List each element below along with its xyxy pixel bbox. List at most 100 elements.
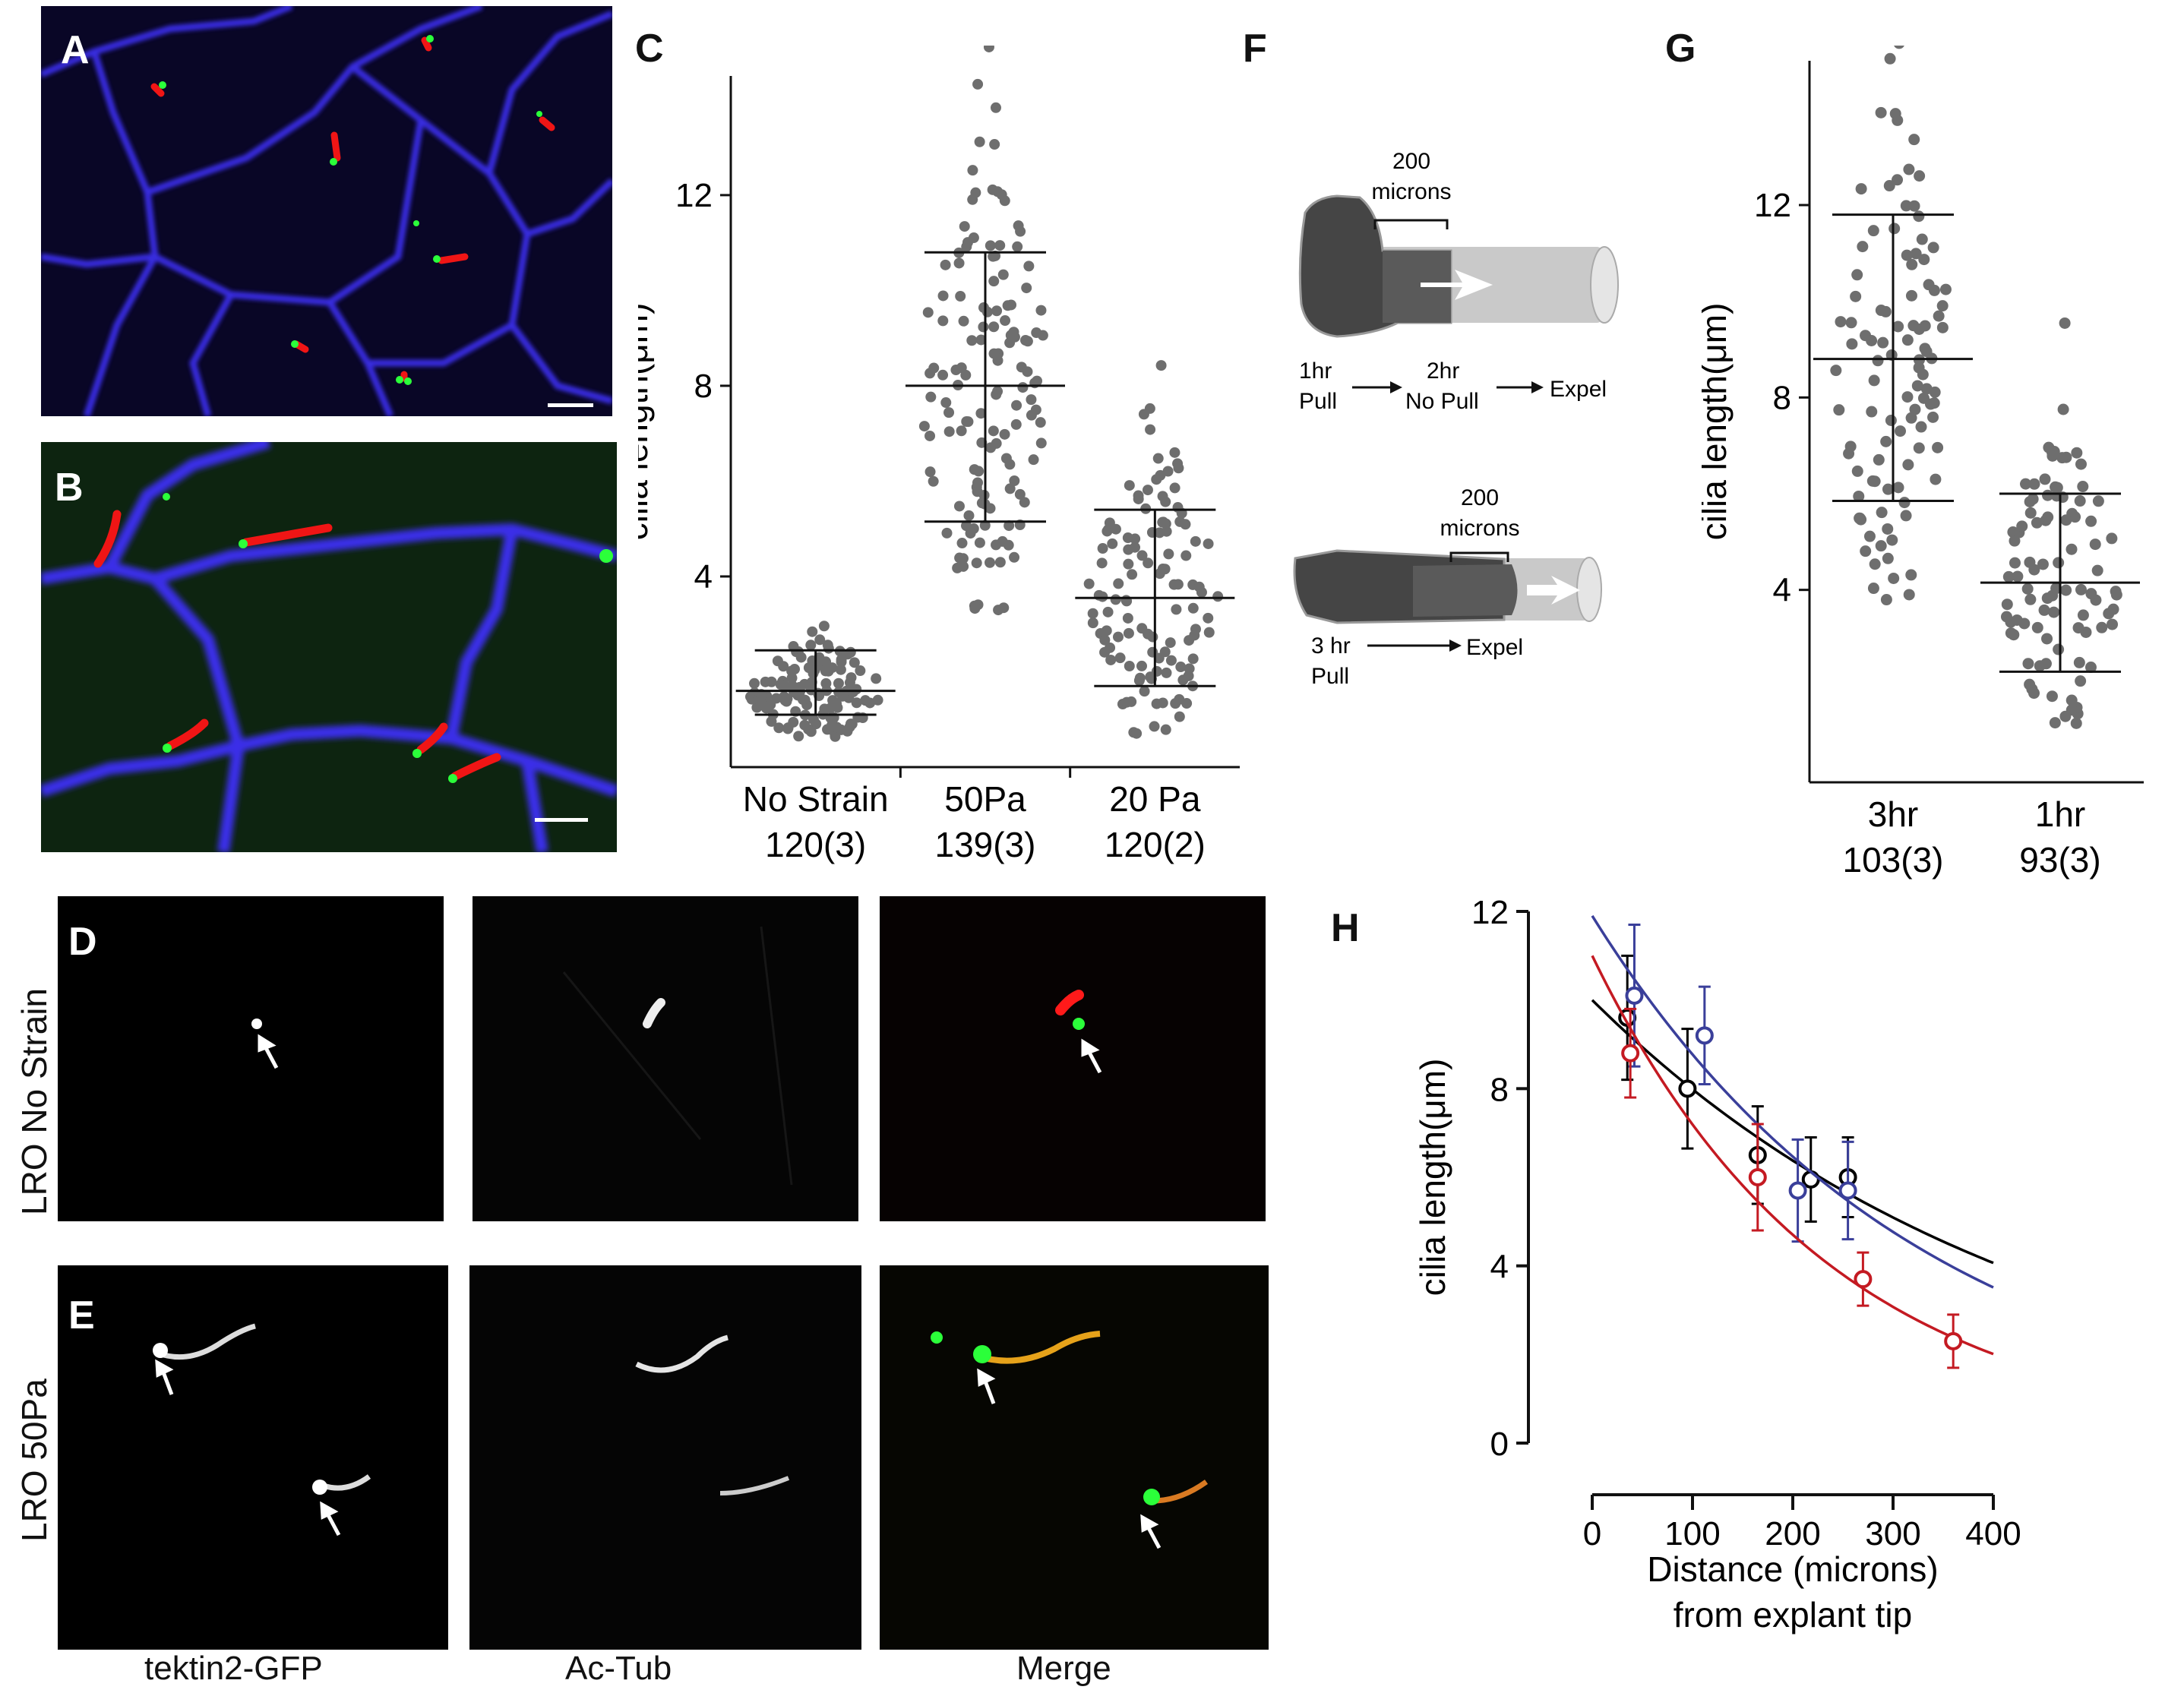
data-point xyxy=(1900,200,1912,212)
panel-letter-a: A xyxy=(61,28,90,72)
data-point xyxy=(2084,662,2097,674)
data-point xyxy=(1830,365,1842,377)
data-point xyxy=(1019,497,1030,508)
panel-e-actub xyxy=(469,1265,861,1650)
data-point xyxy=(924,430,936,441)
data-point xyxy=(953,501,965,512)
basal-bodies-green xyxy=(163,493,613,783)
protocol-bottom: 3 hr Pull Expel xyxy=(1311,633,1523,689)
data-point xyxy=(1888,223,1901,235)
data-point xyxy=(1873,453,1885,466)
data-point xyxy=(967,165,978,176)
data-point xyxy=(2065,543,2078,555)
data-point xyxy=(1882,483,1894,495)
data-point xyxy=(1867,225,1879,237)
data-point xyxy=(943,407,955,418)
data-point xyxy=(999,428,1010,440)
data-point xyxy=(1901,334,1914,346)
data-point xyxy=(1833,404,1845,416)
data-point xyxy=(1037,330,1048,341)
data-point xyxy=(1012,241,1023,252)
data-point xyxy=(2096,621,2108,633)
data-point xyxy=(827,662,838,674)
y-tick-label: 12 xyxy=(1471,894,1509,931)
data-point xyxy=(1136,550,1148,561)
data-point xyxy=(849,657,860,668)
scale-bar xyxy=(535,818,588,822)
data-point xyxy=(1000,453,1012,464)
data-point xyxy=(973,466,985,477)
data-point xyxy=(871,673,882,684)
data-point xyxy=(1801,1170,1820,1189)
data-point xyxy=(1172,579,1184,590)
data-point xyxy=(2024,507,2037,519)
data-point xyxy=(2047,450,2059,462)
data-point xyxy=(941,527,953,538)
data-point xyxy=(997,269,1009,280)
data-point xyxy=(1913,210,1925,223)
data-point xyxy=(1180,550,1192,561)
data-point xyxy=(1944,1331,1963,1350)
data-point xyxy=(1880,594,1892,606)
data-point xyxy=(2103,608,2115,620)
fit-curve xyxy=(1591,999,1994,1265)
y-tick-label: 8 xyxy=(694,368,713,405)
y-axis-label: cilia length(μm) xyxy=(638,303,655,541)
data-point xyxy=(1908,200,1920,212)
data-point xyxy=(922,307,934,318)
panel-letter-b: B xyxy=(55,466,84,510)
data-point xyxy=(2072,622,2084,634)
data-point xyxy=(1032,375,1043,387)
data-point xyxy=(1879,305,1892,317)
data-point xyxy=(1170,698,1181,709)
x-tick-label: 200 xyxy=(1765,1515,1820,1552)
data-point xyxy=(1120,595,1132,606)
panel-e-merge xyxy=(880,1265,1269,1650)
data-point xyxy=(1160,518,1171,529)
data-point xyxy=(998,602,1010,614)
panel-letter-g: G xyxy=(1665,27,1696,71)
data-point xyxy=(956,538,968,549)
data-point xyxy=(937,290,949,302)
svg-text:Expel: Expel xyxy=(1466,635,1523,660)
data-point xyxy=(1203,627,1215,638)
data-point xyxy=(2022,658,2034,670)
data-point xyxy=(2085,588,2097,600)
y-tick-label: 4 xyxy=(1773,572,1791,609)
column-label-tektin: tektin2-GFP xyxy=(144,1650,323,1687)
data-point xyxy=(969,600,980,611)
data-point xyxy=(2049,717,2061,729)
data-point xyxy=(2077,481,2089,493)
data-point xyxy=(1203,538,1214,549)
y-axis-label: cilia length(μm) xyxy=(1413,1059,1452,1296)
panel-e-tektin xyxy=(58,1265,448,1650)
data-point xyxy=(842,725,853,737)
data-point xyxy=(2024,593,2037,605)
data-point xyxy=(2107,618,2119,630)
data-point xyxy=(1895,425,1907,437)
data-point xyxy=(1035,305,1047,316)
data-point xyxy=(1101,625,1112,636)
data-point xyxy=(1846,338,1858,350)
data-point xyxy=(1122,612,1133,624)
data-point xyxy=(2021,583,2034,595)
data-point xyxy=(972,477,984,488)
data-point xyxy=(1175,662,1187,673)
data-point xyxy=(1860,545,1872,557)
data-point xyxy=(1930,473,1942,485)
data-point xyxy=(2009,557,2021,569)
category-count: 93(3) xyxy=(2019,840,2100,880)
data-point xyxy=(1193,581,1205,592)
data-point xyxy=(1877,336,1889,349)
y-axis-label: cilia length(μm) xyxy=(1702,303,1734,541)
data-point xyxy=(991,437,1002,449)
data-point xyxy=(956,425,967,437)
data-point xyxy=(1104,517,1115,529)
data-point xyxy=(805,640,817,651)
data-point xyxy=(1906,258,1918,270)
y-tick-label: 8 xyxy=(1773,379,1791,416)
data-point xyxy=(1102,606,1114,617)
data-point xyxy=(779,695,791,706)
data-point xyxy=(2110,586,2122,598)
data-point xyxy=(1114,652,1126,664)
